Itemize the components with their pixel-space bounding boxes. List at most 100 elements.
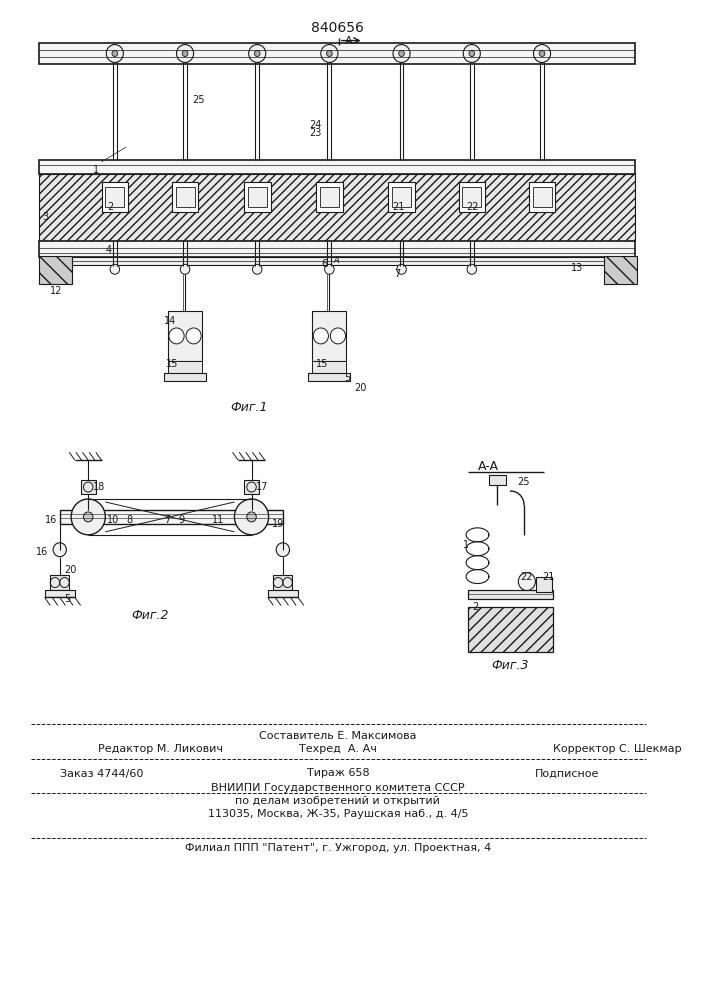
Bar [529, 182, 555, 212]
Text: 13: 13 [571, 263, 583, 273]
Text: 16: 16 [45, 515, 57, 525]
Text: Подписное: Подписное [534, 768, 599, 778]
Bar [392, 187, 411, 207]
Circle shape [247, 512, 256, 522]
Text: 17: 17 [256, 482, 269, 492]
Bar [462, 187, 481, 207]
Bar [39, 174, 635, 241]
Text: 21: 21 [392, 202, 404, 212]
Text: Фиг.1: Фиг.1 [230, 401, 268, 414]
Bar [50, 575, 69, 590]
Text: 1: 1 [93, 165, 99, 175]
Text: 113035, Москва, Ж-35, Раушская наб., д. 4/5: 113035, Москва, Ж-35, Раушская наб., д. … [208, 809, 468, 819]
Circle shape [534, 45, 551, 62]
Text: A-A: A-A [477, 460, 498, 473]
Circle shape [169, 328, 184, 344]
Circle shape [463, 45, 480, 62]
Text: ВНИИПИ Государственного комитета СССР: ВНИИПИ Государственного комитета СССР [211, 783, 464, 793]
Bar [39, 160, 635, 174]
Circle shape [71, 499, 105, 535]
Bar [102, 182, 128, 212]
Text: Составитель Е. Максимова: Составитель Е. Максимова [259, 731, 416, 741]
Bar [45, 589, 75, 597]
Text: 15: 15 [166, 359, 178, 369]
Text: 7: 7 [394, 269, 400, 279]
Text: 22: 22 [520, 572, 532, 582]
Circle shape [393, 45, 410, 62]
Text: 20: 20 [64, 565, 77, 575]
Circle shape [518, 573, 535, 590]
Text: Заказ 4744/60: Заказ 4744/60 [60, 768, 143, 778]
Circle shape [469, 51, 474, 56]
Text: 25: 25 [193, 95, 205, 105]
Text: 840656: 840656 [312, 21, 364, 35]
Text: 2: 2 [473, 602, 479, 612]
Text: A: A [333, 256, 339, 265]
Bar [168, 361, 202, 373]
Circle shape [177, 45, 194, 62]
Circle shape [255, 51, 260, 56]
Text: 5: 5 [64, 594, 71, 604]
Circle shape [252, 264, 262, 274]
Text: Фиг.3: Фиг.3 [492, 659, 530, 672]
Text: 1: 1 [463, 540, 469, 550]
Circle shape [276, 543, 289, 557]
Text: 11: 11 [211, 515, 224, 525]
Text: Редактор М. Ликович: Редактор М. Ликович [98, 744, 223, 754]
Text: по делам изобретений и открытий: по делам изобретений и открытий [235, 796, 440, 806]
Text: 19: 19 [271, 519, 284, 529]
Text: 24: 24 [310, 120, 322, 130]
Text: Техред  А. Ач: Техред А. Ач [299, 744, 377, 754]
Text: 5: 5 [344, 373, 351, 383]
Circle shape [313, 328, 329, 344]
Bar [459, 182, 485, 212]
Bar [244, 182, 271, 212]
Circle shape [321, 45, 338, 62]
Circle shape [397, 264, 407, 274]
Circle shape [249, 45, 266, 62]
Text: 25: 25 [518, 477, 530, 487]
Circle shape [235, 499, 269, 535]
Bar [274, 575, 293, 590]
Text: 14: 14 [164, 316, 177, 326]
Text: 18: 18 [93, 482, 105, 492]
Circle shape [112, 51, 117, 56]
Bar [168, 311, 202, 361]
Bar [105, 187, 124, 207]
Circle shape [539, 51, 545, 56]
Bar [81, 480, 96, 494]
Circle shape [327, 51, 332, 56]
Bar [60, 510, 283, 524]
Bar [268, 589, 298, 597]
Text: 6: 6 [322, 259, 328, 269]
Bar [468, 607, 554, 652]
Text: 22: 22 [466, 202, 479, 212]
Bar [320, 187, 339, 207]
Circle shape [180, 264, 189, 274]
Bar [164, 373, 206, 381]
Circle shape [106, 45, 123, 62]
Text: 23: 23 [310, 128, 322, 138]
Text: A: A [344, 36, 352, 46]
Text: 21: 21 [542, 572, 554, 582]
Bar [39, 241, 635, 257]
Bar [39, 256, 72, 284]
Bar [537, 577, 551, 592]
Circle shape [330, 328, 346, 344]
Bar [316, 182, 343, 212]
Text: 7: 7 [164, 515, 170, 525]
Text: Филиал ППП "Патент", г. Ужгород, ул. Проектная, 4: Филиал ППП "Патент", г. Ужгород, ул. Про… [185, 843, 491, 853]
Circle shape [83, 512, 93, 522]
Bar [312, 311, 346, 361]
Bar [175, 187, 194, 207]
Bar [72, 257, 604, 265]
Bar [247, 187, 267, 207]
Bar [39, 43, 635, 64]
Text: 20: 20 [354, 383, 366, 393]
Bar [308, 373, 350, 381]
Bar [489, 475, 506, 485]
Circle shape [186, 328, 201, 344]
Bar [312, 361, 346, 373]
Circle shape [467, 264, 477, 274]
Bar [468, 589, 554, 599]
